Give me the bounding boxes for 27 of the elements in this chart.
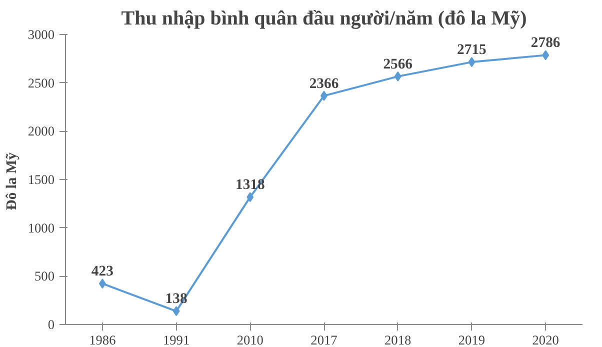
point [468, 57, 476, 68]
x-tick-label: 1986 [89, 332, 116, 347]
point [542, 50, 550, 60]
y-tick-label: 3000 [28, 27, 55, 42]
y-tick-label: 500 [34, 268, 55, 284]
data-label: 2786 [530, 35, 560, 52]
point [172, 306, 180, 316]
point [98, 278, 106, 289]
x-tick-label: 1991 [162, 332, 190, 347]
y-tick-label: 0 [48, 317, 55, 332]
data-label: 2366 [309, 76, 339, 92]
x-tick-label: 2018 [384, 332, 412, 347]
y-tick-label: 1000 [28, 220, 55, 236]
point [394, 71, 402, 82]
y-tick-label: 2500 [28, 75, 55, 90]
y-tick-label: 1500 [28, 172, 55, 187]
x-tick-label: 2020 [532, 332, 560, 347]
x-tick-label: 2010 [236, 332, 264, 347]
x-tick-label: 2019 [458, 332, 486, 347]
y-tick-label: 2000 [28, 124, 55, 139]
x-tick-label: 2017 [310, 332, 338, 347]
point [246, 192, 254, 202]
data-label: 2715 [457, 42, 486, 58]
chart-title: Thu nhập bình quân đầu người/năm (đô la Mỹ) [121, 8, 527, 30]
data-label: 423 [91, 264, 114, 280]
data-label: 2566 [383, 56, 413, 72]
y-axis-title: Đô la Mỹ [4, 152, 20, 210]
